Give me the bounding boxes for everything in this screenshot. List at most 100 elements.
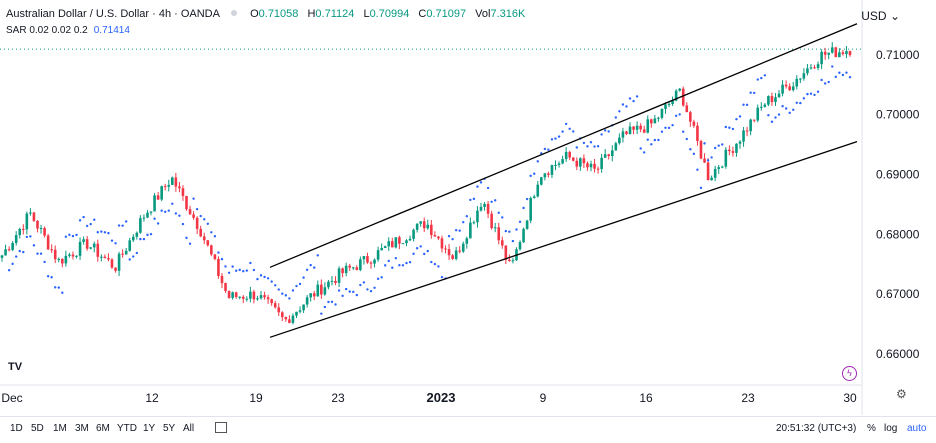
sar-dot: [572, 130, 575, 133]
sar-dot: [838, 71, 841, 74]
candle-body: [841, 52, 845, 55]
candle-body: [387, 241, 391, 247]
auto-scale-toggle[interactable]: auto: [907, 423, 927, 434]
sar-dot: [341, 294, 344, 298]
sar-dot: [454, 228, 458, 232]
candle-body: [568, 152, 571, 158]
candle-body: [312, 293, 316, 297]
candle-body: [14, 235, 18, 243]
sar-dot: [11, 262, 14, 266]
timeframe-1m[interactable]: 1M: [53, 423, 67, 434]
sar-dot: [753, 91, 756, 95]
candle-body: [536, 184, 540, 197]
sar-dot: [437, 265, 440, 268]
candle-body: [43, 227, 46, 236]
x-tick-label: 2023: [427, 390, 456, 405]
candle-body: [220, 275, 224, 284]
settings-gear-icon[interactable]: ⚙: [896, 387, 907, 401]
candle-body: [57, 258, 61, 260]
candle-body: [479, 206, 483, 211]
sar-dot: [731, 127, 735, 131]
lightning-icon[interactable]: ϟ: [842, 366, 857, 381]
sar-dot: [107, 231, 110, 235]
timeframe-1y[interactable]: 1Y: [143, 423, 156, 434]
candle-body: [316, 284, 320, 297]
sar-dot: [809, 92, 813, 95]
timeframe-3m[interactable]: 3M: [75, 423, 89, 434]
candle-body: [422, 221, 426, 229]
candle-body: [131, 236, 135, 241]
candle-body: [610, 150, 614, 157]
candle-body: [234, 292, 238, 298]
sar-dot: [742, 103, 745, 106]
candle-body: [799, 78, 802, 80]
candle-body: [820, 51, 823, 65]
candle-body: [25, 213, 29, 230]
candle-body: [323, 287, 327, 295]
sar-dot: [724, 125, 728, 129]
candle-body: [185, 195, 188, 210]
candle-body: [199, 228, 202, 237]
candle-body: [351, 267, 355, 269]
candle-body: [373, 259, 376, 264]
candle-body: [231, 292, 234, 298]
sar-dot: [263, 275, 266, 279]
candle-body: [376, 250, 380, 260]
candle-body: [71, 254, 75, 257]
timezone-clock[interactable]: 20:51:32 (UTC+3): [776, 423, 857, 434]
candle-body: [32, 212, 36, 221]
candle-body: [458, 250, 462, 252]
sar-dot: [245, 269, 249, 272]
sar-dot: [504, 229, 508, 233]
sar-dot: [412, 252, 415, 255]
candle-body: [295, 311, 298, 316]
x-tick-label: 12: [145, 391, 159, 405]
currency-selector[interactable]: USD ⌄: [861, 9, 900, 23]
timeframe-ytd[interactable]: YTD: [117, 423, 137, 434]
sar-dot: [472, 197, 476, 201]
sar-dot: [391, 266, 394, 269]
x-tick-label: 23: [331, 391, 345, 405]
sar-dot: [156, 222, 160, 225]
candle-body: [540, 177, 543, 185]
timeframe-all[interactable]: All: [183, 423, 195, 434]
sar-dot: [533, 172, 536, 175]
candle-body: [341, 268, 344, 274]
calendar-icon[interactable]: [215, 422, 227, 433]
candle-body: [710, 177, 713, 181]
y-tick-label: 0.66000: [876, 347, 920, 361]
candle-body: [213, 254, 217, 259]
candle-body: [706, 162, 710, 181]
candle-body: [692, 121, 696, 126]
chart-header: Australian Dollar / U.S. Dollar · 4h · O…: [6, 8, 525, 20]
sar-dot: [316, 254, 319, 257]
percent-toggle[interactable]: %: [867, 423, 876, 434]
candle-body: [720, 166, 724, 168]
candle-body: [82, 239, 85, 242]
sar-dot: [501, 216, 504, 219]
candle-body: [146, 212, 149, 218]
sar-dot: [128, 258, 131, 261]
candle-body: [518, 242, 522, 250]
timeframe-1d[interactable]: 1D: [10, 423, 23, 434]
candle-body: [366, 256, 369, 263]
sar-indicator-legend[interactable]: SAR 0.02 0.02 0.2 0.71414: [6, 25, 130, 36]
ohlc-close-value: 0.71097: [426, 8, 467, 20]
candle-body: [813, 67, 816, 69]
sar-dot: [479, 181, 483, 184]
sar-dot: [132, 255, 135, 258]
log-toggle[interactable]: log: [884, 423, 898, 434]
candle-body: [802, 73, 806, 79]
candle-body: [454, 250, 458, 259]
sar-dot: [820, 78, 823, 82]
symbol-title[interactable]: Australian Dollar / U.S. Dollar · 4h · O…: [6, 8, 220, 20]
sar-dot: [352, 290, 355, 294]
candle-body: [121, 253, 124, 255]
sar-dot: [270, 280, 273, 283]
sar-dot: [799, 101, 802, 105]
timeframe-5d[interactable]: 5D: [31, 423, 44, 434]
sar-dot: [7, 269, 11, 272]
timeframe-6m[interactable]: 6M: [96, 423, 110, 434]
timeframe-5y[interactable]: 5Y: [163, 423, 176, 434]
